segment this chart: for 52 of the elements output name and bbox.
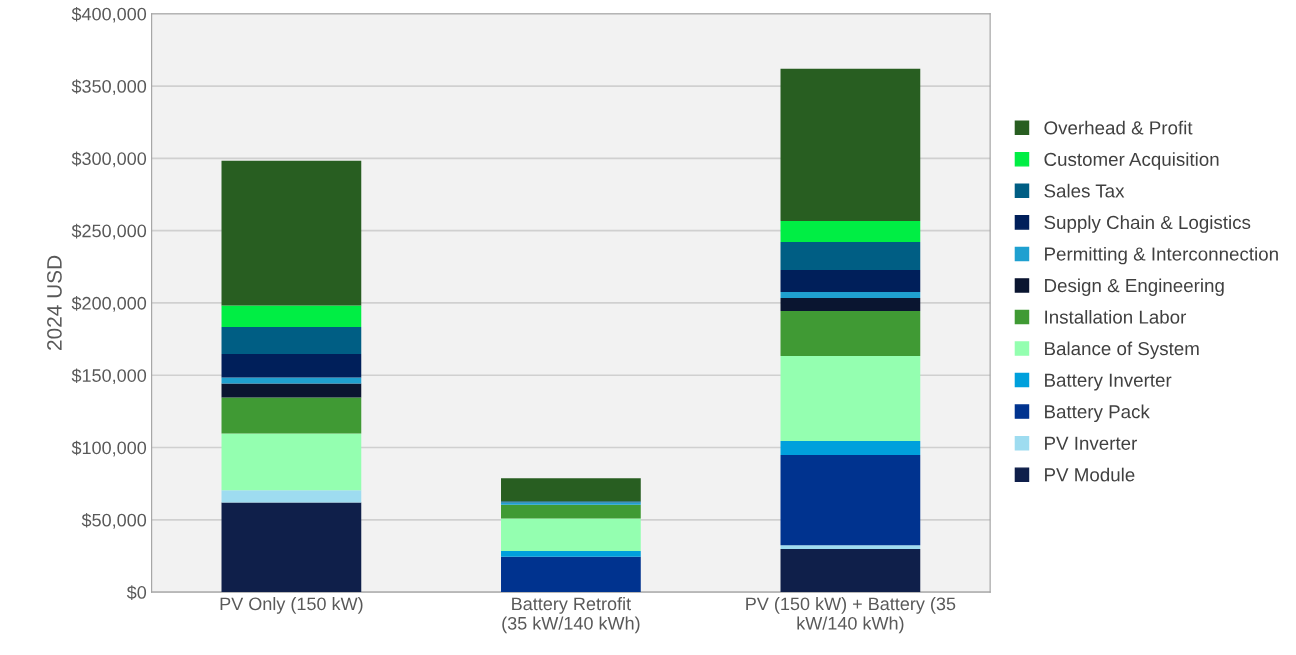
y-tick-label: $250,000 (71, 223, 147, 240)
legend-label: Battery Inverter (1045, 373, 1172, 391)
legend-label: Battery Pack (1045, 404, 1150, 423)
bar (501, 551, 641, 557)
bar (221, 354, 362, 378)
bar (501, 504, 641, 519)
y-axis-title: 2024 USD (47, 255, 62, 350)
bar (780, 545, 921, 550)
legend-label: Balance of System (1045, 341, 1199, 359)
bar (221, 502, 362, 593)
bar (780, 441, 921, 456)
bar (221, 433, 362, 491)
y-tick-label: $350,000 (71, 79, 147, 95)
bar (780, 269, 921, 292)
y-tick-label: $0 (126, 585, 147, 600)
legend-label: Sales Tax (1044, 183, 1125, 198)
x-tick-label: PV Only (150 kW) (220, 596, 363, 614)
legend-label: PV Inverter (1045, 436, 1137, 450)
y-tick-label: $400,000 (71, 6, 147, 23)
legend-label: Overhead & Profit (1044, 120, 1193, 135)
bar (221, 377, 362, 384)
bar (780, 455, 921, 546)
bar (780, 310, 921, 356)
bar (221, 305, 362, 328)
bar (780, 549, 921, 593)
bar (501, 518, 641, 552)
legend-label: Installation Labor (1045, 309, 1187, 324)
bar (221, 397, 362, 434)
y-tick-label: $50,000 (81, 513, 147, 529)
legend-label: PV Module (1045, 467, 1135, 482)
bar (780, 241, 921, 270)
legend-label: Permitting & Interconnection (1045, 246, 1278, 265)
bar (221, 327, 362, 355)
y-tick-label: $300,000 (71, 151, 147, 168)
bar (780, 356, 921, 442)
x-tick-label: Battery Retrofit (35 kW/140 kWh) (502, 596, 640, 634)
bar (221, 490, 362, 503)
y-tick-label: $100,000 (71, 440, 147, 457)
bar (780, 220, 921, 242)
bar (221, 383, 362, 398)
bar (780, 68, 921, 221)
bar (780, 297, 921, 311)
x-tick-label: PV (150 kW) + Battery (35 kW/140 kWh) (746, 596, 956, 634)
legend-label: Customer Acquisition (1044, 152, 1219, 170)
y-tick-label: $200,000 (71, 296, 147, 312)
y-tick-label: $150,000 (71, 368, 147, 385)
bar (501, 556, 641, 593)
legend-label: Supply Chain & Logistics (1044, 215, 1251, 233)
bar (501, 478, 641, 502)
bar (221, 160, 362, 306)
bar (780, 291, 921, 298)
legend-label: Design & Engineering (1045, 278, 1224, 296)
